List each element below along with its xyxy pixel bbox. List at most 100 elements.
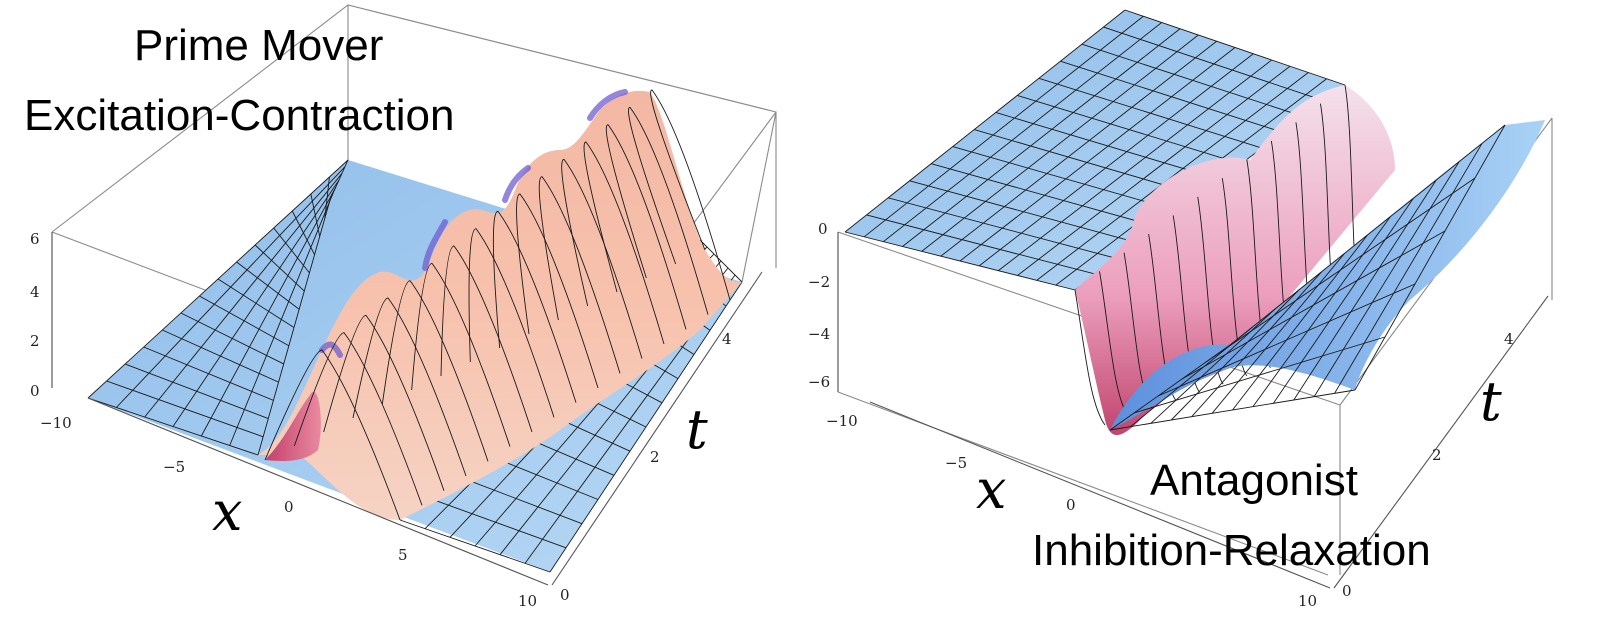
right-z-tick: −6 [808, 373, 830, 391]
left-peak-rib [516, 193, 599, 389]
left-mesh-line [310, 193, 321, 237]
right-x-tick: 10 [1298, 592, 1317, 610]
right-wave-mesh-line [1211, 253, 1345, 414]
left-chart: 6 4 2 0 −10 −5 0 5 10 0 2 4 x t Prime Mo… [24, 4, 777, 610]
right-wave-mesh-line [1130, 326, 1254, 428]
left-mesh-line [699, 239, 743, 283]
left-peak-rib [650, 89, 731, 301]
left-mesh-line [162, 329, 279, 383]
right-x-tick: 0 [1066, 496, 1076, 514]
left-peak-crest [319, 89, 628, 358]
left-mesh-line [143, 346, 274, 401]
left-x-label: x [212, 480, 242, 543]
left-t-tick: 2 [650, 448, 660, 466]
right-wave-mesh-line [1313, 161, 1460, 397]
left-mesh-line [180, 312, 284, 365]
left-title-line1: Prime Mover [134, 21, 383, 70]
right-mesh-line [844, 9, 1126, 233]
right-mesh-line [902, 28, 1181, 247]
right-mesh-line [1017, 65, 1291, 276]
right-wave-mesh-line [1191, 271, 1323, 417]
left-t-tick: 0 [560, 586, 570, 604]
left-mesh-line [424, 496, 567, 549]
left-mesh-line [106, 380, 264, 438]
left-peak-rib [352, 297, 467, 477]
right-x-axis [869, 401, 1331, 589]
right-wave-mesh-line [1334, 143, 1483, 394]
right-mesh-line [940, 40, 1217, 257]
right-wave-mesh-line [1232, 234, 1368, 411]
right-wave-mesh-line [1170, 289, 1300, 421]
left-mesh-line [329, 159, 349, 201]
right-title-line1: Antagonist [1150, 456, 1358, 505]
left-mesh-line [124, 363, 269, 419]
left-mesh-line [291, 210, 315, 255]
left-peak-mesh [264, 89, 731, 521]
right-wave-mesh-line [1252, 216, 1391, 407]
right-mesh-line [998, 59, 1272, 272]
right-chart: 0 −2 −4 −6 −10 −5 0 10 0 2 4 x t Antagon… [808, 9, 1553, 610]
left-x-tick: 10 [518, 592, 537, 610]
left-peak-rib [323, 314, 445, 491]
right-z-tick: −2 [808, 273, 830, 291]
right-trough-rib [1074, 289, 1106, 426]
left-mesh-line [236, 261, 300, 310]
left-t-label: t [686, 398, 708, 461]
left-x-tick: 0 [284, 498, 294, 516]
right-t-tick: 4 [1504, 330, 1514, 348]
left-peak-rib [561, 158, 643, 359]
right-t-tick: 2 [1432, 446, 1442, 464]
left-z-tick: 0 [30, 382, 40, 400]
left-peak-rib [492, 210, 577, 403]
right-mesh-line [863, 15, 1144, 238]
right-wave-mesh [1109, 124, 1506, 431]
left-mesh-line [217, 278, 295, 328]
left-peak-rib [381, 280, 489, 462]
right-z-tick: 0 [818, 220, 828, 238]
right-trough [1075, 85, 1395, 435]
left-z-tick: 4 [30, 283, 40, 301]
left-title-line2: Excitation-Contraction [24, 91, 454, 140]
left-t-tick: 4 [722, 330, 732, 348]
left-peak-rib [468, 228, 555, 418]
left-x-axis [87, 397, 549, 586]
right-x-label: x [976, 458, 1006, 521]
right-trough-rib [1197, 196, 1224, 385]
left-peak-rib [605, 124, 687, 330]
right-z-tick: −4 [808, 325, 830, 343]
left-x-tick: 5 [398, 546, 408, 564]
left-peak-rib [628, 106, 709, 315]
right-wave-mesh-line [1272, 198, 1414, 404]
right-x-tick: −5 [945, 454, 967, 472]
left-peak-rib [411, 262, 511, 447]
left-mesh-line [87, 397, 259, 456]
left-peak-rib [538, 176, 621, 374]
right-wave-mesh-line [1354, 124, 1506, 391]
left-t-axis [551, 271, 763, 586]
left-mesh-line [254, 244, 305, 292]
left-peak-ridge [258, 90, 742, 520]
right-wave-mesh-line [1150, 308, 1277, 424]
left-mesh-line [399, 519, 551, 573]
right-mesh-line [978, 53, 1254, 267]
right-x-tick: −10 [826, 412, 858, 430]
right-t-axis [1333, 295, 1549, 589]
left-x-tick: −5 [163, 458, 185, 476]
right-t-tick: 0 [1342, 582, 1352, 600]
right-t-label: t [1480, 370, 1502, 433]
left-peak-dark-flank [265, 391, 321, 461]
left-peak-rib [293, 332, 423, 506]
left-peak-rib [264, 349, 401, 521]
left-x-tick: −10 [40, 414, 72, 432]
right-title-line2: Inhibition-Relaxation [1032, 526, 1431, 575]
left-z-tick: 2 [30, 332, 40, 350]
left-z-tick: 6 [30, 230, 40, 248]
right-mesh-line [959, 47, 1236, 262]
right-mesh-line [921, 34, 1199, 252]
right-wave-mesh-line [1109, 344, 1231, 431]
left-mesh-line [273, 227, 310, 274]
left-peak-rib [440, 245, 533, 433]
left-mesh-line [324, 176, 330, 219]
left-peak-rib [583, 141, 665, 345]
